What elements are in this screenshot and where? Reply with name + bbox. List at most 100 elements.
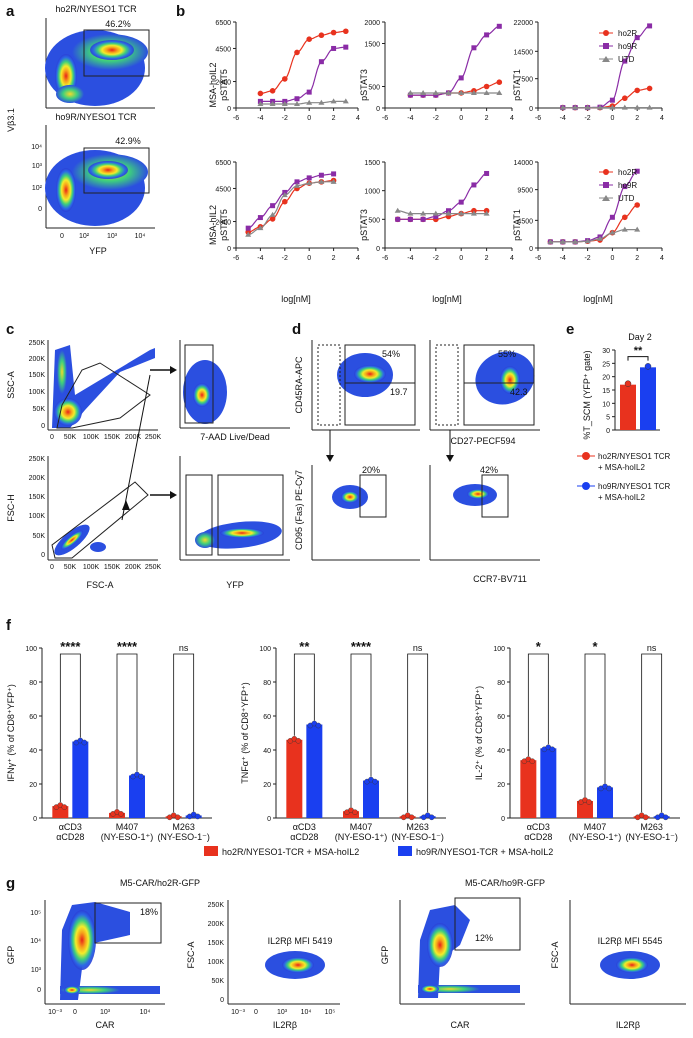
b-point-UTD (584, 104, 591, 110)
b-point-ho9R (496, 23, 502, 29)
b-point-ho9R (647, 23, 653, 29)
b-point-ho9R (634, 168, 640, 174)
f-category-label: (NY-ESO-1⁻) (391, 832, 443, 842)
panel-d-label: d (292, 321, 301, 338)
g2-xtick-3: 10³ (277, 1009, 288, 1016)
g1-ytick-1: 10⁵ (30, 910, 41, 917)
g2-ytick-1: 250K (208, 902, 225, 909)
b-point-ho9R (306, 175, 312, 181)
a-xtick-2: 10² (79, 233, 90, 240)
c2-xtick-2: 50K (64, 564, 77, 571)
panel-a-top-title: ho2R/NYESO1 TCR (55, 4, 137, 14)
d-q1-bot: 19.7 (390, 387, 408, 397)
panel-a-bottom-plot: 42.9% 10⁴ 10³ 10² 0 0 10² 10³ 10⁴ (31, 125, 155, 240)
f-ylabel: IFNγ⁺ (% of CD8⁺YFP⁺) (6, 684, 16, 782)
g2-ytick-5: 50K (212, 978, 225, 985)
panel-c-fsch-plot: 250K 200K 150K 100K 50K 0 0 50K 100K 150… (29, 456, 162, 571)
g2-ylabel: FSC-A (186, 942, 196, 969)
b-point-ho9R (257, 215, 263, 221)
panel-g-label: g (6, 875, 15, 892)
f-category-label: αCD28 (290, 832, 318, 842)
f-point-ho2R (642, 814, 649, 821)
b-point-ho2R (496, 79, 503, 85)
panel-c-ssc-plot: 250K 200K 150K 100K 50K 0 0 50K 100K 150… (29, 340, 161, 441)
panel-g-plot-4: IL2Rβ MFI 5545 (569, 900, 686, 1005)
b-xtick-label: 4 (660, 115, 664, 122)
b-point-ho2R (343, 28, 349, 35)
a-ytick-4: 0 (38, 206, 42, 213)
b-point-ho2R (282, 76, 288, 82)
d-q2-top: 55% (498, 349, 516, 359)
f-ytick-label: 0 (267, 816, 271, 823)
c2-ytick-5: 50K (33, 533, 46, 540)
c-yfp-label: YFP (226, 580, 244, 590)
f-sig-bracket (59, 653, 81, 803)
f-bar-ho2R (109, 812, 125, 818)
c-ytick-5: 50K (33, 406, 46, 413)
b-point-ho9R (420, 216, 426, 222)
g2-xtick-1: 10⁻³ (231, 1009, 245, 1016)
b-point-ho9R (270, 203, 276, 209)
f-sig: **** (117, 639, 138, 654)
b-point-UTD (407, 210, 414, 216)
b-point-ho9R (458, 199, 464, 205)
b-point-ho9R (471, 182, 477, 188)
b-point-ho2R (257, 90, 264, 97)
g3-ylabel: GFP (380, 946, 390, 965)
g1-xtick-3: 10³ (100, 1009, 111, 1016)
panel-b-label: b (176, 3, 185, 20)
b-xtick-label: -2 (584, 255, 590, 262)
f-sig-bracket (293, 653, 315, 736)
b-xtick-label: 2 (485, 115, 489, 122)
b-xtick-label: 0 (459, 115, 463, 122)
c-live-label: 7-AAD Live/Dead (200, 432, 270, 442)
b-xtick-label: -4 (407, 255, 413, 262)
f-category-label: M407 (350, 822, 373, 832)
a-ytick-2: 10³ (32, 163, 43, 170)
e-ytick-label: 10 (602, 401, 610, 408)
b-point-ho9R (484, 32, 490, 38)
f-sig: **** (60, 639, 81, 654)
f-category-label: (NY-ESO-1⁻) (625, 832, 677, 842)
b-xtick-label: -4 (257, 255, 263, 262)
f-point-ho2R (352, 809, 358, 816)
g1-ylabel: GFP (6, 946, 16, 965)
f-ytick-label: 0 (501, 816, 505, 823)
d-arrow-1-head (326, 455, 334, 462)
f-category-label: M263 (640, 822, 663, 832)
b-ytick-label: 7500 (517, 77, 533, 84)
f-point-ho9R (138, 773, 144, 780)
f-ytick-label: 80 (29, 680, 37, 687)
f-point-ho2R (61, 804, 68, 810)
panel-f-legend: ho2R/NYESO1-TCR + MSA-hoIL2 ho9R/NYESO1-… (204, 846, 553, 857)
f-category-label: M407 (584, 822, 607, 832)
f-bar-ho9R (129, 775, 145, 818)
b-point-ho2R (646, 85, 653, 92)
f-bar-ho2R (577, 801, 593, 818)
b-row2-col3-label: pSTAT1 (512, 209, 522, 241)
f-point-ho9R (428, 814, 435, 821)
a-ytick-1: 10⁴ (31, 144, 42, 151)
f-legend-ho9R: ho9R/NYESO1-TCR + MSA-hoIL2 (416, 847, 553, 857)
b-xtick-label: -2 (282, 115, 288, 122)
c2-xtick-6: 250K (145, 564, 162, 571)
panel-g-plot-1: 18% 10⁵ 10⁴ 10³ 0 10⁻³ 0 10³ 10⁴ (30, 900, 165, 1016)
c2-xtick-1: 0 (50, 564, 54, 571)
d-arrow-2-head (446, 455, 454, 462)
b-xtick-label: 4 (510, 255, 514, 262)
panel-d-plot-2: 55% 42.3 (429, 340, 540, 431)
e-point-ho2R (624, 380, 632, 387)
b-series-ho2R-line (550, 204, 638, 243)
b-point-UTD (547, 238, 554, 244)
f-ytick-label: 20 (263, 782, 271, 789)
b-xtick-label: 2 (332, 115, 336, 122)
b-xtick-label: -4 (560, 255, 566, 262)
b-point-UTD (483, 89, 490, 95)
b-point-ho9R (245, 225, 251, 231)
f-legend-ho2R: ho2R/NYESO1-TCR + MSA-hoIL2 (222, 847, 359, 857)
b-point-UTD (646, 104, 653, 110)
f-ylabel: IL-2⁺ (% of CD8⁺YFP⁺) (474, 686, 484, 780)
b-row1-label-2: pSTAT5 (219, 69, 229, 101)
panel-d-plot-4: 42% (429, 465, 540, 561)
